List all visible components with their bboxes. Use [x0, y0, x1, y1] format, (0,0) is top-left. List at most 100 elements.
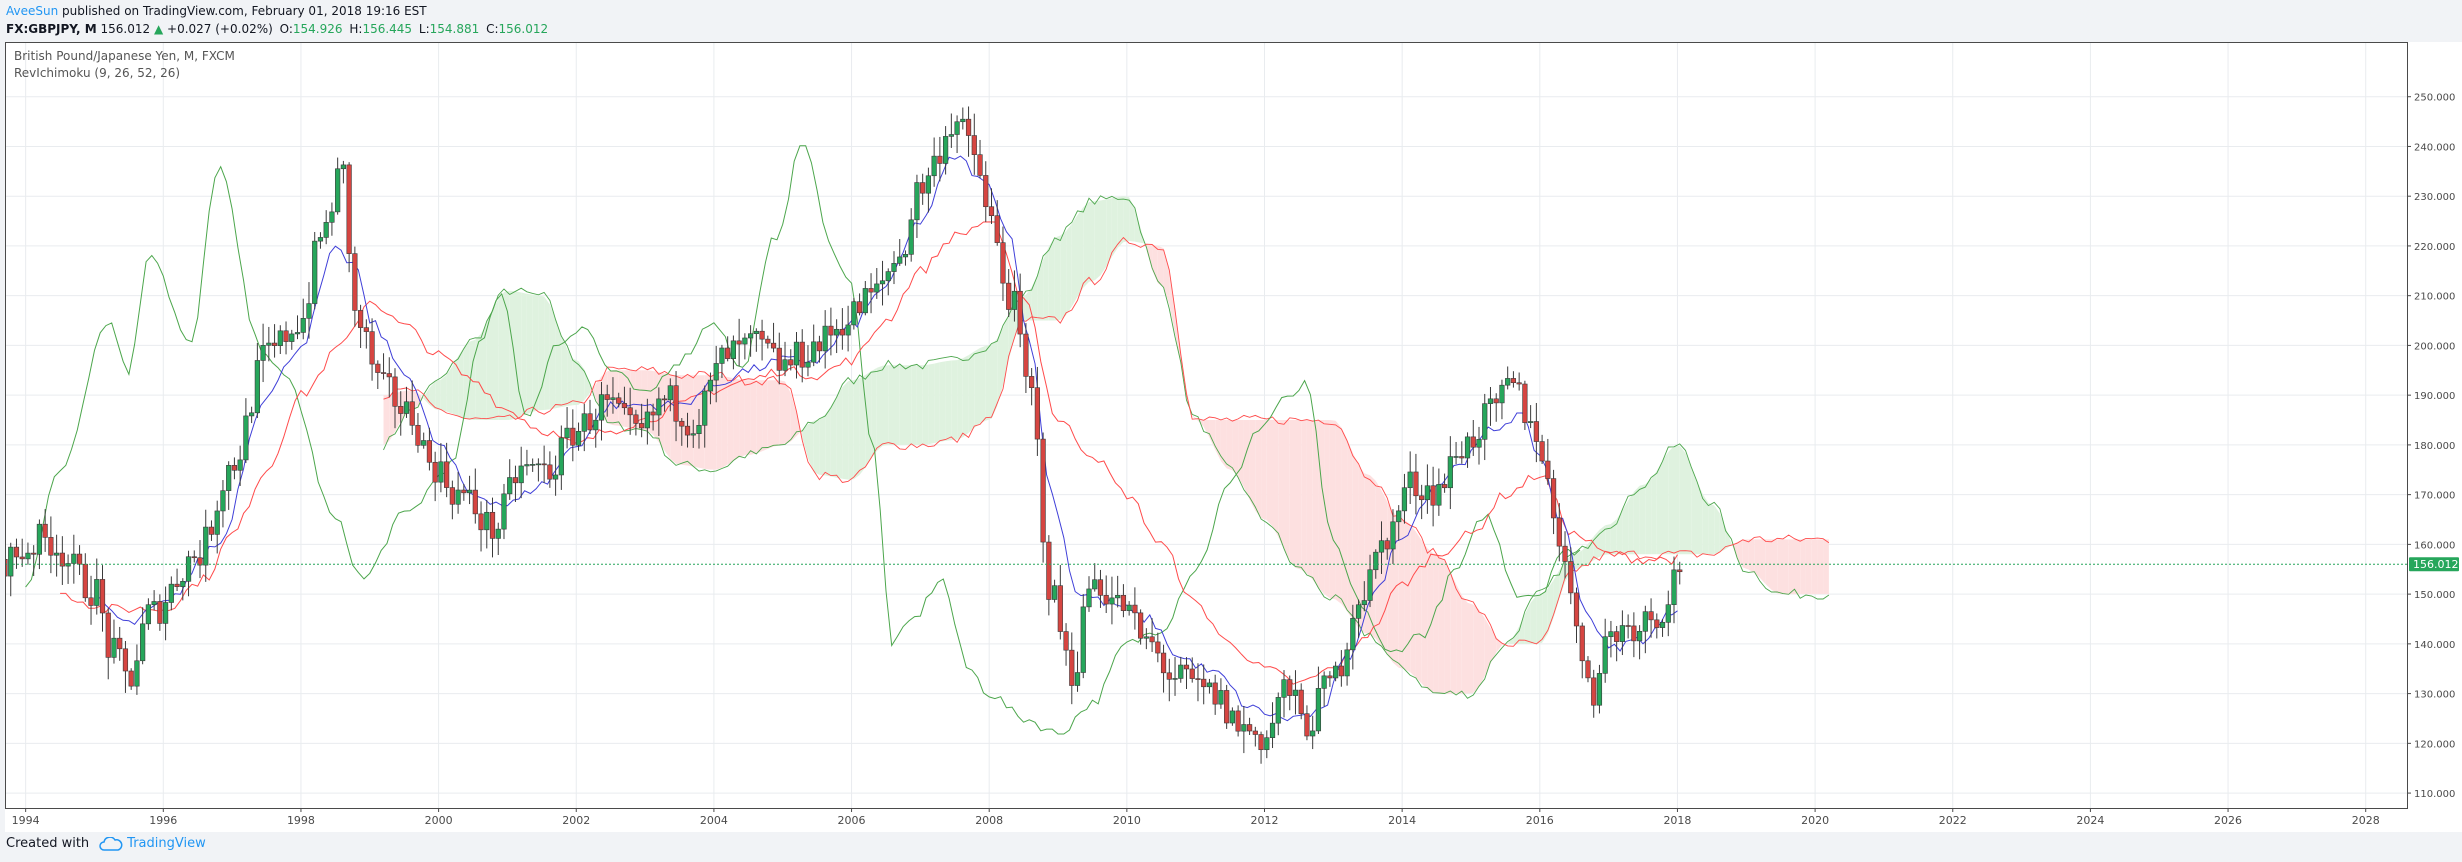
candle-up[interactable] — [914, 182, 920, 221]
candle-up[interactable] — [329, 211, 335, 223]
candle-up[interactable] — [1178, 664, 1184, 679]
candle-down[interactable] — [157, 601, 163, 624]
candle-up[interactable] — [1407, 471, 1413, 489]
candle-up[interactable] — [71, 553, 77, 564]
candle-up[interactable] — [277, 330, 283, 346]
candle-down[interactable] — [1040, 438, 1046, 543]
candle-up[interactable] — [507, 477, 513, 495]
candle-up[interactable] — [8, 546, 14, 577]
candle-up[interactable] — [943, 136, 949, 164]
candle-down[interactable] — [1246, 724, 1253, 732]
candle-down[interactable] — [1430, 485, 1436, 506]
candle-up[interactable] — [1074, 672, 1081, 686]
candle-down[interactable] — [1568, 561, 1574, 594]
candle-down[interactable] — [1149, 636, 1155, 643]
candle-down[interactable] — [415, 424, 421, 446]
candle-up[interactable] — [1115, 594, 1121, 599]
candle-up[interactable] — [948, 134, 954, 137]
candle-up[interactable] — [954, 121, 960, 135]
candle-up[interactable] — [897, 256, 903, 264]
candle-up[interactable] — [742, 337, 748, 345]
candle-down[interactable] — [48, 537, 54, 556]
candle-down[interactable] — [1625, 625, 1631, 627]
candle-up[interactable] — [575, 431, 582, 446]
candle-up[interactable] — [805, 361, 811, 368]
candle-up[interactable] — [151, 601, 157, 606]
candle-up[interactable] — [1528, 421, 1534, 423]
candle-down[interactable] — [621, 403, 628, 409]
candle-up[interactable] — [782, 359, 788, 371]
candle-up[interactable] — [1172, 678, 1178, 680]
candle-up[interactable] — [1092, 579, 1098, 590]
candle-down[interactable] — [856, 301, 863, 314]
candle-up[interactable] — [902, 254, 909, 258]
candle-down[interactable] — [1132, 604, 1138, 614]
candle-down[interactable] — [1235, 710, 1241, 732]
candle-down[interactable] — [1459, 456, 1465, 459]
candle-down[interactable] — [369, 331, 375, 365]
candle-down[interactable] — [1648, 611, 1654, 621]
candle-down[interactable] — [375, 363, 381, 373]
candle-up[interactable] — [1206, 682, 1213, 688]
candle-down[interactable] — [122, 648, 129, 672]
candle-up[interactable] — [1671, 569, 1677, 605]
candle-up[interactable] — [1355, 604, 1362, 619]
candle-up[interactable] — [403, 401, 410, 414]
candle-up[interactable] — [874, 283, 880, 293]
candle-down[interactable] — [1573, 592, 1580, 627]
candle-down[interactable] — [736, 340, 742, 345]
candle-down[interactable] — [1189, 668, 1195, 679]
candle-up[interactable] — [1011, 290, 1018, 310]
candle-up[interactable] — [1373, 551, 1379, 571]
candle-down[interactable] — [398, 406, 404, 414]
candle-up[interactable] — [1292, 689, 1299, 696]
candle-down[interactable] — [5, 558, 8, 577]
candle-up[interactable] — [530, 464, 536, 466]
candle-down[interactable] — [1155, 641, 1161, 654]
candle-up[interactable] — [610, 397, 616, 400]
candle-up[interactable] — [558, 437, 564, 476]
candle-up[interactable] — [1367, 569, 1373, 601]
candle-down[interactable] — [1298, 689, 1304, 714]
candle-up[interactable] — [421, 440, 427, 446]
candle-up[interactable] — [1636, 630, 1643, 642]
candle-down[interactable] — [489, 511, 496, 539]
candle-up[interactable] — [885, 271, 891, 282]
candle-up[interactable] — [851, 301, 857, 326]
candle-down[interactable] — [604, 394, 610, 400]
candle-down[interactable] — [616, 397, 622, 404]
candle-down[interactable] — [1006, 282, 1012, 310]
candle-up[interactable] — [891, 263, 897, 272]
candle-up[interactable] — [1281, 679, 1287, 698]
candle-down[interactable] — [426, 440, 433, 463]
candle-down[interactable] — [965, 118, 972, 136]
candle-down[interactable] — [1057, 585, 1063, 632]
candle-down[interactable] — [1522, 383, 1528, 423]
candle-down[interactable] — [1138, 612, 1144, 639]
candle-up[interactable] — [249, 412, 255, 417]
candle-up[interactable] — [455, 489, 461, 505]
candle-down[interactable] — [1470, 436, 1476, 448]
candle-down[interactable] — [386, 373, 392, 378]
candle-down[interactable] — [472, 489, 478, 515]
candle-down[interactable] — [650, 411, 656, 416]
candle-up[interactable] — [1482, 403, 1488, 440]
candle-down[interactable] — [1591, 677, 1597, 706]
candle-up[interactable] — [306, 303, 312, 319]
candle-down[interactable] — [1304, 713, 1310, 737]
candle-down[interactable] — [839, 328, 845, 336]
candle-down[interactable] — [1338, 665, 1344, 677]
candle-down[interactable] — [679, 420, 685, 427]
candle-up[interactable] — [168, 583, 174, 603]
candle-down[interactable] — [1516, 382, 1522, 385]
candle-up[interactable] — [1333, 665, 1339, 679]
candle-down[interactable] — [1579, 625, 1585, 662]
candle-up[interactable] — [656, 398, 662, 416]
candle-up[interactable] — [300, 318, 306, 333]
candle-down[interactable] — [1183, 664, 1190, 670]
candle-down[interactable] — [432, 461, 438, 483]
candle-up[interactable] — [340, 164, 346, 170]
candle-down[interactable] — [357, 310, 364, 328]
candle-up[interactable] — [501, 493, 507, 530]
candle-down[interactable] — [19, 556, 25, 560]
